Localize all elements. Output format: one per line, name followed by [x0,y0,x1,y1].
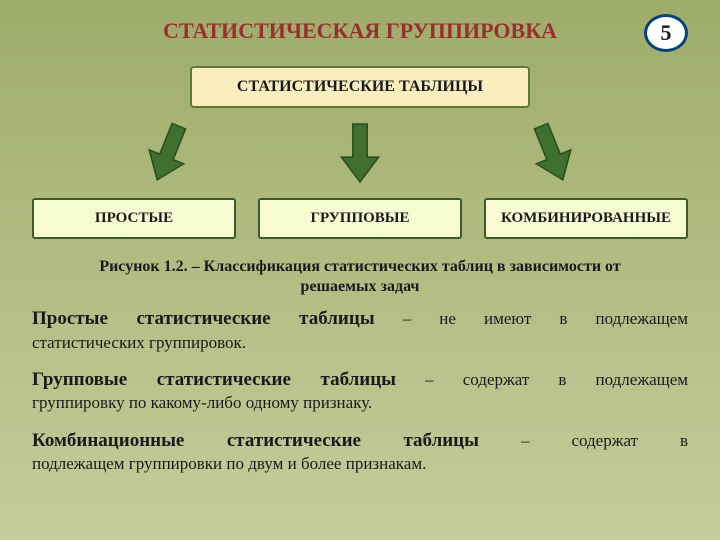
paragraph-text: – содержат в [479,431,688,450]
paragraph: Простые статистические таблицы – не имею… [32,307,688,354]
child-box-row: ПРОСТЫЕ ГРУППОВЫЕ КОМБИНИРОВАННЫЕ [32,198,688,239]
child-box: КОМБИНИРОВАННЫЕ [484,198,688,239]
paragraph: Комбинационные статистические таблицы – … [32,429,688,476]
paragraph-lead: Простые статистические таблицы [32,308,375,329]
header: СТАТИСТИЧЕСКАЯ ГРУППИРОВКА 5 [32,18,688,44]
paragraph-text: статистических группировок. [32,333,246,352]
page-title: СТАТИСТИЧЕСКАЯ ГРУППИРОВКА [163,18,557,44]
child-box: ПРОСТЫЕ [32,198,236,239]
diagram-root-box: СТАТИСТИЧЕСКИЕ ТАБЛИЦЫ [190,66,530,108]
figure-caption: Рисунок 1.2. – Классификация статистичес… [32,257,688,297]
arrow-down-icon [531,122,573,184]
paragraph-text: – содержат в подлежащем [396,370,688,389]
arrow-row [32,122,688,184]
paragraph-text: подлежащем группировки по двум и более п… [32,454,426,473]
caption-line: Рисунок 1.2. – Классификация статистичес… [99,258,620,275]
paragraph-text: группировку по какому-либо одному призна… [32,393,372,412]
child-box: ГРУППОВЫЕ [258,198,462,239]
arrow-down-icon [147,122,189,184]
paragraph-lead: Комбинационные статистические таблицы [32,430,479,451]
arrow-down-icon [339,122,381,184]
page-number-badge: 5 [644,14,688,52]
paragraph-text: – не имеют в подлежащем [375,309,688,328]
slide: СТАТИСТИЧЕСКАЯ ГРУППИРОВКА 5 СТАТИСТИЧЕС… [0,0,720,540]
paragraph-lead: Групповые статистические таблицы [32,369,396,390]
paragraph: Групповые статистические таблицы – содер… [32,368,688,415]
caption-line: решаемых задач [301,278,420,295]
